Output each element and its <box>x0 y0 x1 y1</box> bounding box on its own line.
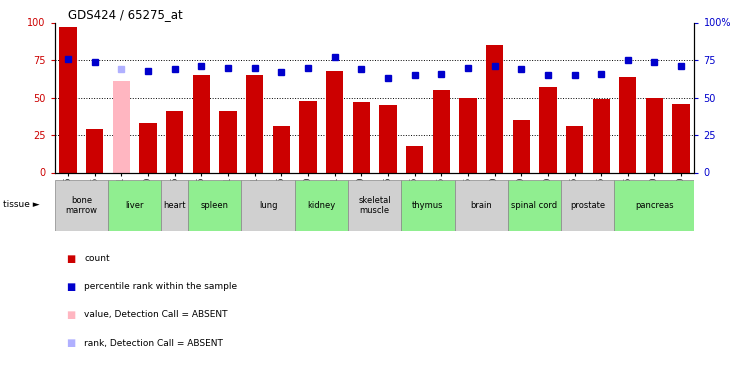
Bar <box>59 27 77 172</box>
Bar <box>508 180 561 231</box>
Bar <box>162 180 188 231</box>
Bar <box>326 70 344 172</box>
Text: value, Detection Call = ABSENT: value, Detection Call = ABSENT <box>84 310 227 320</box>
Bar <box>113 81 130 172</box>
Bar <box>645 98 663 172</box>
Bar <box>241 180 295 231</box>
Text: heart: heart <box>164 201 186 210</box>
Text: ■: ■ <box>66 254 75 264</box>
Text: lung: lung <box>259 201 277 210</box>
Bar <box>108 180 162 231</box>
Bar <box>539 87 556 172</box>
Bar <box>55 180 108 231</box>
Text: spinal cord: spinal cord <box>512 201 558 210</box>
Bar <box>188 180 241 231</box>
Bar <box>459 98 477 172</box>
Text: liver: liver <box>126 201 144 210</box>
Bar <box>193 75 210 172</box>
Text: kidney: kidney <box>307 201 336 210</box>
Text: GDS424 / 65275_at: GDS424 / 65275_at <box>67 8 182 21</box>
Text: ■: ■ <box>66 338 75 348</box>
Bar <box>246 75 263 172</box>
Text: count: count <box>84 254 110 263</box>
Bar <box>273 126 290 172</box>
Bar <box>673 104 690 172</box>
Text: ■: ■ <box>66 310 75 320</box>
Text: tissue ►: tissue ► <box>3 200 39 209</box>
Text: ■: ■ <box>66 282 75 292</box>
Bar <box>166 111 183 172</box>
Bar <box>433 90 450 172</box>
Bar <box>486 45 503 172</box>
Text: prostate: prostate <box>570 201 605 210</box>
Bar <box>379 105 397 172</box>
Bar <box>615 180 694 231</box>
Bar <box>219 111 237 172</box>
Bar <box>300 100 317 172</box>
Bar <box>86 129 104 173</box>
Text: spleen: spleen <box>201 201 229 210</box>
Text: rank, Detection Call = ABSENT: rank, Detection Call = ABSENT <box>84 339 223 348</box>
Bar <box>512 120 530 172</box>
Text: bone
marrow: bone marrow <box>66 196 97 215</box>
Bar <box>593 99 610 172</box>
Text: skeletal
muscle: skeletal muscle <box>358 196 391 215</box>
Bar <box>455 180 508 231</box>
Text: brain: brain <box>470 201 492 210</box>
Bar <box>561 180 615 231</box>
Bar <box>348 180 401 231</box>
Bar <box>140 123 156 172</box>
Bar <box>619 76 637 172</box>
Text: pancreas: pancreas <box>635 201 674 210</box>
Bar <box>406 146 423 172</box>
Bar <box>295 180 348 231</box>
Bar <box>352 102 370 172</box>
Text: percentile rank within the sample: percentile rank within the sample <box>84 282 237 291</box>
Bar <box>401 180 455 231</box>
Bar <box>566 126 583 172</box>
Text: thymus: thymus <box>412 201 444 210</box>
